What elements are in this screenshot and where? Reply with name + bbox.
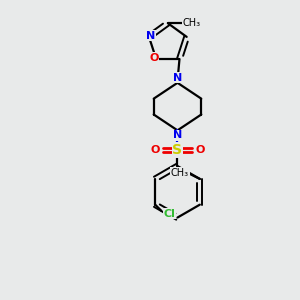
Text: Cl: Cl: [163, 208, 175, 219]
Text: S: S: [172, 143, 182, 157]
Text: N: N: [146, 31, 156, 41]
Text: N: N: [173, 130, 182, 140]
Text: N: N: [173, 73, 182, 83]
Text: CH₃: CH₃: [171, 168, 189, 178]
Text: O: O: [150, 145, 159, 155]
Text: CH₃: CH₃: [182, 18, 201, 28]
Text: O: O: [149, 53, 159, 63]
Text: O: O: [196, 145, 205, 155]
